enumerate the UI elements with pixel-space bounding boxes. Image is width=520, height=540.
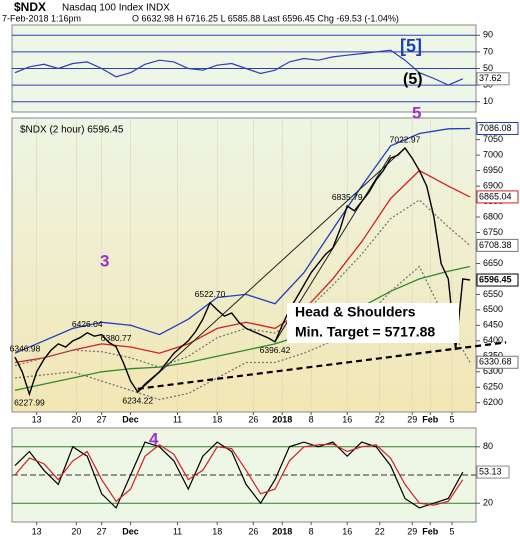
x-tick-label: 29 — [407, 526, 417, 536]
value-flag-label: 53.13 — [479, 466, 502, 476]
series-line — [14, 443, 464, 506]
point-label: 6522.70 — [195, 289, 226, 299]
value-flag — [476, 465, 510, 479]
wave-label: 3 — [100, 251, 109, 270]
y-tick-label: 6450 — [483, 320, 503, 330]
x-tick-label: 20 — [71, 526, 81, 536]
x-tick-label: 22 — [375, 414, 385, 424]
x-tick-label: Dec — [122, 526, 139, 536]
x-tick-label: 5 — [449, 414, 454, 424]
wave-label: 4 — [149, 429, 159, 448]
date: 7-Feb-2018 1:16pm — [2, 13, 81, 23]
price-flag — [476, 121, 519, 135]
x-tick-label: 16 — [342, 526, 352, 536]
y-tick-label: 7050 — [483, 134, 503, 144]
overlay-line — [14, 265, 471, 401]
x-tick-label: 2018 — [272, 526, 292, 536]
overlay-line — [14, 265, 471, 391]
x-tick-label: Feb — [422, 526, 439, 536]
y-tick-label: 6550 — [483, 289, 503, 299]
trend-line — [137, 147, 406, 393]
y-tick-label: 6350 — [483, 351, 503, 361]
y-tick-label: 80 — [483, 441, 493, 451]
x-tick-label: 26 — [248, 526, 258, 536]
symbol: $NDX — [14, 0, 46, 14]
annotation-box — [287, 303, 459, 343]
quote: O 6632.98 H 6716.25 L 6585.88 Last 6596.… — [132, 13, 399, 23]
x-tick-label: 11 — [173, 414, 182, 424]
legend: $NDX (2 hour) 6596.45 — [20, 125, 124, 136]
overlay-line — [14, 127, 471, 354]
y-tick-label: 6500 — [483, 304, 503, 314]
index-name: Nasdaq 100 Index INDX — [62, 3, 170, 14]
annotation: Min. Target = 5717.88 — [295, 324, 435, 340]
x-tick-label: 8 — [309, 526, 314, 536]
wave-label: (5) — [403, 71, 423, 88]
point-label: 6227.99 — [14, 397, 45, 407]
x-tick-label: 27 — [97, 526, 107, 536]
x-tick-label: 2018 — [272, 414, 292, 424]
y-tick-label: 6750 — [483, 227, 503, 237]
x-tick-label: Dec — [122, 414, 139, 424]
point-label: 6426.04 — [72, 319, 103, 329]
series-line — [14, 441, 464, 509]
x-tick-label: 22 — [375, 526, 385, 536]
x-tick-label: 5 — [449, 526, 454, 536]
y-tick-label: 90 — [483, 30, 493, 40]
price-flag-label: 6865.04 — [479, 191, 512, 201]
point-label: 7022.97 — [390, 134, 421, 144]
main-panel — [11, 117, 477, 413]
price-flag-label: 6596.45 — [479, 274, 512, 284]
x-tick-label: 8 — [309, 414, 314, 424]
point-label: 6396.42 — [260, 345, 291, 355]
bottom-panel — [11, 427, 477, 523]
value-flag-label: 37.62 — [479, 73, 502, 83]
value-flag — [476, 72, 510, 86]
price-flag — [476, 238, 519, 252]
x-tick-label: 16 — [342, 414, 352, 424]
series-line — [14, 146, 471, 397]
price-flag-label: 7086.08 — [479, 123, 512, 133]
overlay-line — [14, 169, 471, 364]
y-tick-label: 6650 — [483, 258, 503, 268]
point-label: 6234.22 — [122, 395, 153, 405]
x-tick-label: 26 — [248, 414, 258, 424]
y-tick-label: 6400 — [483, 335, 503, 345]
y-tick-label: 7000 — [483, 150, 503, 160]
x-tick-label: 20 — [71, 414, 81, 424]
price-flag — [476, 190, 519, 204]
point-label: 6380.77 — [101, 333, 132, 343]
price-flag-label: 6330.68 — [479, 357, 512, 367]
y-tick-label: 6800 — [483, 211, 503, 221]
y-tick-label: 50 — [483, 63, 493, 73]
x-tick-label: 13 — [32, 526, 42, 536]
x-tick-label: 27 — [97, 414, 107, 424]
y-tick-label: 6300 — [483, 366, 503, 376]
x-tick-label: 18 — [212, 526, 222, 536]
y-tick-label: 6900 — [483, 180, 503, 190]
price-flag-label: 6708.38 — [479, 240, 512, 250]
y-tick-label: 6250 — [483, 382, 503, 392]
annotation: Head & Shoulders — [295, 304, 416, 320]
point-label: 6346.98 — [10, 343, 41, 353]
x-tick-label: 13 — [32, 414, 42, 424]
point-label: 6835.79 — [332, 192, 363, 202]
price-flag — [476, 355, 519, 369]
y-tick-label: 70 — [483, 46, 493, 56]
x-tick-label: Feb — [422, 414, 439, 424]
y-tick-label: 10 — [483, 96, 493, 106]
x-tick-label: 11 — [173, 526, 182, 536]
price-flag — [476, 273, 519, 287]
y-tick-label: 6950 — [483, 165, 503, 175]
x-tick-label: 18 — [212, 414, 222, 424]
neckline — [137, 341, 507, 390]
series-line — [14, 49, 464, 86]
wave-label: [5] — [400, 36, 422, 56]
x-tick-label: 29 — [407, 414, 417, 424]
wave-label: 5 — [412, 103, 421, 122]
y-tick-label: 6200 — [483, 397, 503, 407]
y-tick-label: 20 — [483, 498, 493, 508]
